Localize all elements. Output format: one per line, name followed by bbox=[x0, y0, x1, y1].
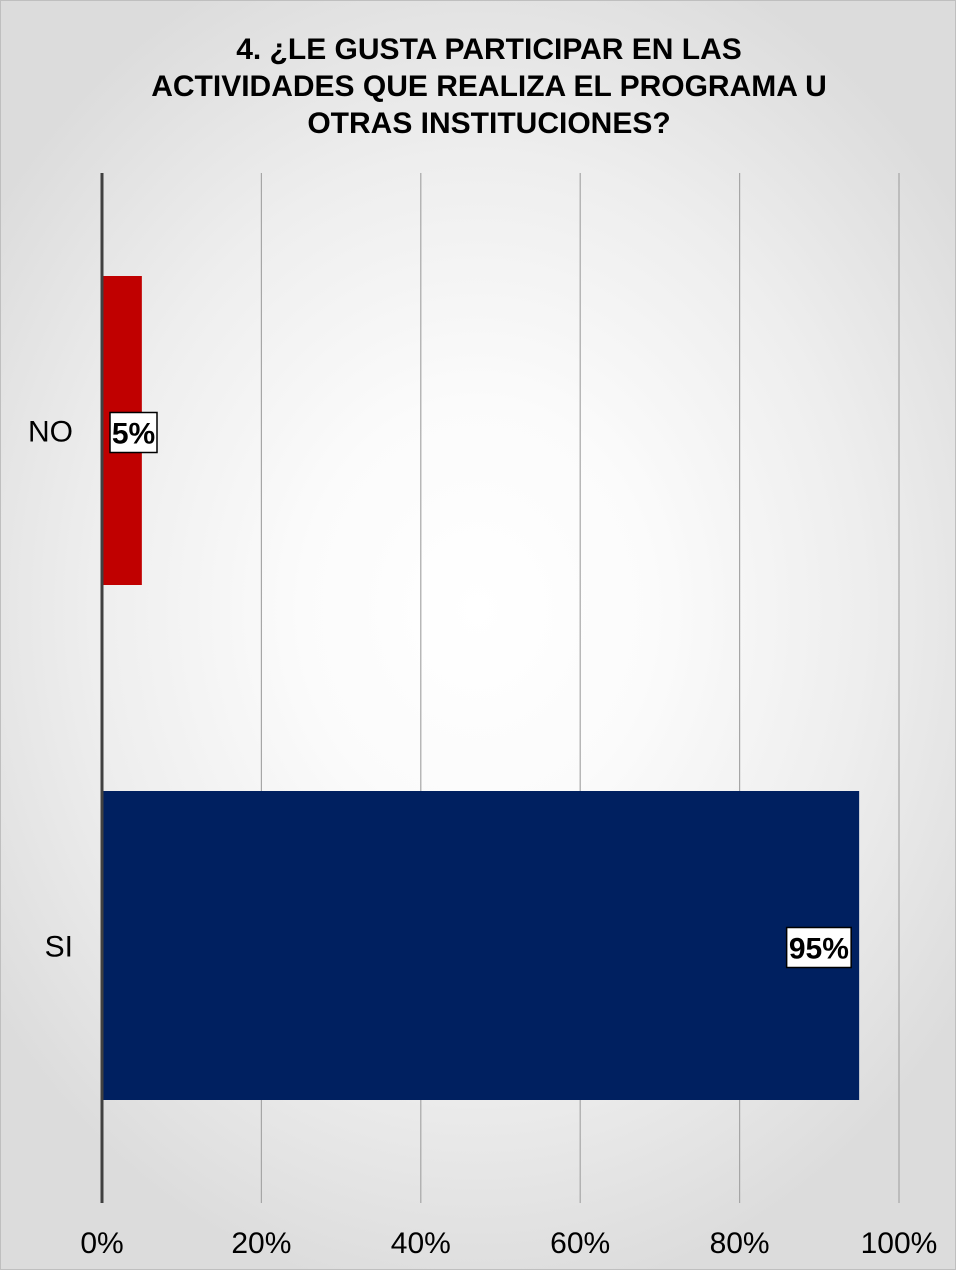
chart-title: 4. ¿LE GUSTA PARTICIPAR EN LAS ACTIVIDAD… bbox=[61, 31, 917, 142]
category-label-si: SI bbox=[45, 931, 73, 964]
x-tick-label: 60% bbox=[550, 1227, 610, 1260]
chart-title-line-1: 4. ¿LE GUSTA PARTICIPAR EN LAS bbox=[236, 33, 742, 66]
category-label-no: NO bbox=[28, 416, 73, 449]
data-label-no: 5% bbox=[109, 411, 158, 454]
data-label-si: 95% bbox=[785, 926, 852, 969]
data-label-text: 5% bbox=[112, 418, 155, 451]
bars bbox=[102, 276, 860, 1100]
x-tick-label: 100% bbox=[861, 1227, 938, 1260]
data-label-text: 95% bbox=[789, 933, 849, 966]
bar-si bbox=[102, 791, 860, 1100]
data-label-box bbox=[785, 926, 852, 969]
x-tick-label: 80% bbox=[710, 1227, 770, 1260]
chart-title-line-2: ACTIVIDADES QUE REALIZA EL PROGRAMA U bbox=[151, 70, 827, 103]
x-tick-label: 20% bbox=[231, 1227, 291, 1260]
data-label-box bbox=[109, 411, 158, 454]
chart-title-line-3: OTRAS INSTITUCIONES? bbox=[307, 107, 671, 140]
data-labels: 5% 95% bbox=[109, 411, 852, 969]
x-tick-label: 40% bbox=[391, 1227, 451, 1260]
tick-labels: 0% 20% 40% 60% 80% 100% bbox=[80, 1227, 937, 1260]
category-labels: NO SI bbox=[28, 416, 73, 964]
x-tick-label: 0% bbox=[80, 1227, 123, 1260]
